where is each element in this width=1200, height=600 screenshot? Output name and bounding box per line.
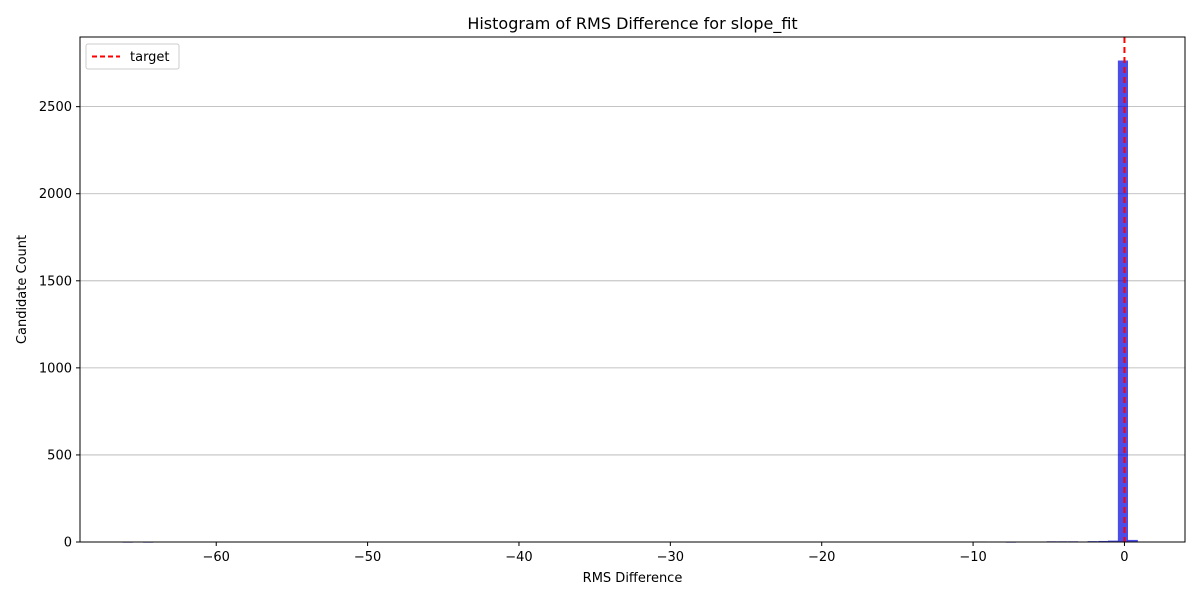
- x-tick-label: −20: [808, 550, 835, 565]
- x-tick-label: −40: [505, 550, 532, 565]
- legend: target: [85, 43, 180, 70]
- chart-title: Histogram of RMS Difference for slope_fi…: [467, 14, 797, 34]
- histogram-bar: [1098, 540, 1109, 542]
- x-axis-ticks: −60 −50 −40 −30 −20 −10 0: [203, 542, 1129, 565]
- x-tick-label: 0: [1120, 550, 1128, 565]
- y-tick-label: 2000: [39, 187, 72, 202]
- histogram-bar: [1117, 60, 1129, 543]
- plot-frame: [79, 36, 1186, 543]
- y-tick-label: 2500: [39, 100, 72, 115]
- histogram-bar: [1127, 539, 1138, 542]
- y-axis-label: Candidate Count: [15, 235, 30, 344]
- grid-lines: [80, 106, 1185, 456]
- y-tick-label: 500: [47, 448, 72, 463]
- x-tick-label: −60: [203, 550, 230, 565]
- x-tick-label: −50: [354, 550, 381, 565]
- y-axis-ticks: 0 500 1000 1500 2000 2500: [39, 100, 80, 551]
- y-tick-label: 1000: [39, 361, 72, 376]
- y-tick-label: 1500: [39, 274, 72, 289]
- histogram-bars: [122, 60, 1138, 543]
- y-tick-label: 0: [64, 536, 72, 551]
- legend-target-label: target: [130, 50, 170, 65]
- x-axis-label: RMS Difference: [583, 571, 683, 586]
- x-tick-label: −30: [657, 550, 684, 565]
- x-tick-label: −10: [959, 550, 986, 565]
- legend-box: [85, 43, 180, 70]
- histogram-bar: [1108, 540, 1119, 542]
